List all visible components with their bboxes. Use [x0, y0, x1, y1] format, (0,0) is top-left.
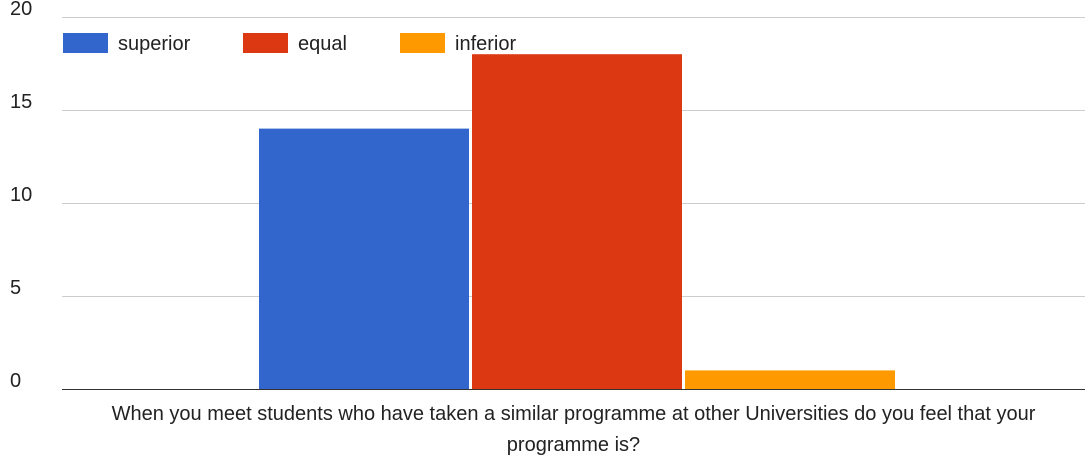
legend-swatch-superior [63, 33, 108, 53]
y-tick-label: 20 [10, 0, 32, 20]
legend-swatch-inferior [400, 33, 445, 53]
bars [259, 54, 895, 389]
y-tick-label: 5 [10, 277, 21, 299]
legend-label-inferior: inferior [455, 33, 516, 55]
legend-label-superior: superior [118, 33, 191, 55]
bar-superior [259, 128, 469, 389]
y-axis-ticks: 0 5 10 15 20 [10, 0, 32, 392]
legend-label-equal: equal [298, 33, 347, 55]
y-tick-label: 15 [10, 91, 32, 113]
y-tick-label: 10 [10, 184, 32, 206]
bar-inferior [685, 370, 895, 389]
x-axis-label: When you meet students who have taken a … [111, 403, 1036, 456]
legend: superior equal inferior [63, 33, 516, 55]
bar-equal [472, 54, 682, 389]
legend-swatch-equal [243, 33, 288, 53]
y-tick-label: 0 [10, 370, 21, 392]
